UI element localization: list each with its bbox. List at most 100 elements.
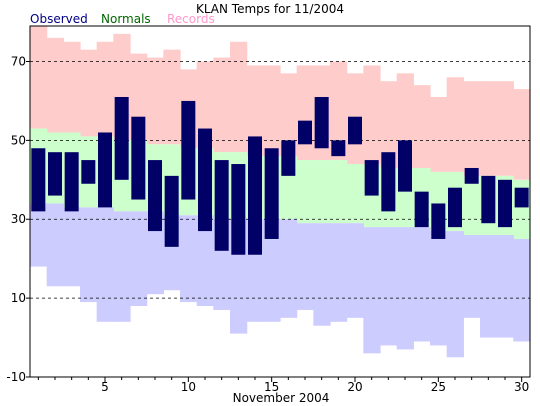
observed-bar-5 (98, 132, 112, 208)
normal-range-bar-17 (296, 160, 314, 224)
record-low-bar-20 (346, 223, 364, 318)
record-high-bar-1 (30, 26, 48, 129)
record-high-bar-19 (330, 61, 348, 161)
observed-bar-1 (31, 148, 46, 212)
x-tick-label-10: 10 (181, 380, 196, 394)
record-high-bar-15 (263, 65, 281, 157)
observed-bar-7 (131, 116, 146, 200)
normal-range-bar-20 (346, 164, 364, 224)
x-tick-label-15: 15 (264, 380, 279, 394)
record-high-bar-25 (430, 96, 448, 172)
observed-bar-11 (198, 128, 212, 232)
y-tick-label-50: 50 (11, 133, 26, 147)
observed-bar-16 (281, 140, 296, 176)
legend-records: Records (167, 12, 215, 26)
x-tick-label-5: 5 (101, 380, 109, 394)
observed-bar-21 (364, 160, 379, 196)
record-low-bar-18 (313, 223, 331, 326)
record-high-bar-30 (513, 89, 531, 180)
observed-bar-4 (81, 160, 96, 184)
y-tick-label--10: -10 (6, 370, 26, 384)
observed-bar-8 (148, 160, 162, 232)
record-low-bar-17 (296, 223, 314, 310)
observed-bars (31, 96, 529, 255)
record-low-bar-23 (396, 227, 414, 350)
legend-observed: Observed (30, 12, 88, 26)
record-high-bar-4 (80, 49, 98, 137)
record-high-bar-13 (230, 41, 248, 153)
record-low-bar-3 (63, 207, 81, 287)
plot-frame (29, 25, 531, 378)
normal-range-bar-18 (313, 160, 331, 224)
record-high-bar-5 (96, 41, 114, 137)
record-low-bar-7 (130, 211, 148, 307)
record-low-bar-25 (430, 231, 448, 346)
record-low-bar-2 (46, 203, 64, 287)
x-axis-label: November 2004 (233, 391, 330, 405)
normal-range-bar-19 (330, 160, 348, 224)
y-tick-label-30: 30 (11, 212, 26, 226)
record-low-bar-4 (80, 207, 98, 303)
observed-bar-28 (481, 175, 496, 224)
record-low-bar-27 (463, 235, 481, 318)
record-low-bar-16 (280, 219, 298, 318)
observed-bar-20 (348, 116, 362, 145)
record-high-bar-27 (463, 81, 481, 176)
record-low-band (30, 203, 531, 358)
observed-bar-13 (231, 164, 246, 255)
record-high-bar-2 (46, 37, 64, 133)
observed-bar-18 (314, 96, 329, 149)
observed-bar-26 (448, 187, 462, 228)
axes (29, 25, 531, 378)
normal-range-bar-27 (463, 175, 481, 236)
record-high-bar-9 (163, 49, 181, 145)
observed-bar-25 (431, 203, 446, 239)
record-low-bar-19 (330, 223, 348, 322)
x-tick-label-30: 30 (514, 380, 529, 394)
record-high-bar-3 (63, 41, 81, 133)
observed-bar-3 (64, 152, 79, 212)
observed-bar-29 (498, 179, 512, 228)
observed-bar-27 (464, 167, 479, 184)
legend-normals: Normals (101, 12, 151, 26)
observed-bar-9 (164, 175, 179, 247)
record-low-bar-1 (30, 203, 48, 267)
observed-bar-14 (248, 136, 262, 255)
record-low-bar-5 (96, 207, 114, 322)
record-high-bar-24 (413, 85, 431, 168)
record-low-bar-24 (413, 227, 431, 342)
x-tick-label-20: 20 (347, 380, 362, 394)
observed-bar-17 (298, 120, 312, 145)
record-high-bar-16 (280, 73, 298, 157)
x-tick-label-25: 25 (431, 380, 446, 394)
record-low-bar-10 (180, 215, 198, 303)
record-high-bar-22 (380, 81, 398, 168)
record-high-bar-28 (480, 81, 498, 176)
record-high-bar-17 (296, 65, 314, 161)
grid-lines (30, 61, 530, 299)
record-low-bar-11 (196, 215, 214, 307)
x-axis-ticks: 5 10 15 20 25 30 (37, 377, 529, 394)
record-high-bar-26 (446, 77, 464, 172)
record-low-bar-8 (146, 211, 164, 295)
y-tick-label-70: 70 (11, 54, 26, 68)
record-low-bar-30 (513, 238, 531, 342)
record-high-bar-8 (146, 57, 164, 145)
record-low-bar-22 (380, 227, 398, 346)
record-high-bar-12 (213, 57, 231, 153)
record-low-bar-28 (480, 235, 498, 338)
observed-bar-12 (214, 160, 229, 251)
observed-bar-2 (48, 152, 62, 196)
observed-bar-15 (264, 148, 279, 239)
observed-bar-22 (381, 152, 396, 212)
record-low-bar-29 (496, 235, 514, 338)
record-low-bar-26 (446, 231, 464, 358)
record-low-bar-21 (363, 227, 381, 354)
chart-title: KLAN Temps for 11/2004 (196, 2, 344, 16)
y-axis-ticks: -10 10 30 50 70 (6, 54, 30, 384)
y-tick-label-10: 10 (11, 291, 26, 305)
observed-bar-23 (398, 140, 412, 192)
observed-bar-24 (414, 191, 429, 228)
observed-bar-6 (114, 96, 129, 180)
record-high-bar-11 (196, 61, 214, 149)
